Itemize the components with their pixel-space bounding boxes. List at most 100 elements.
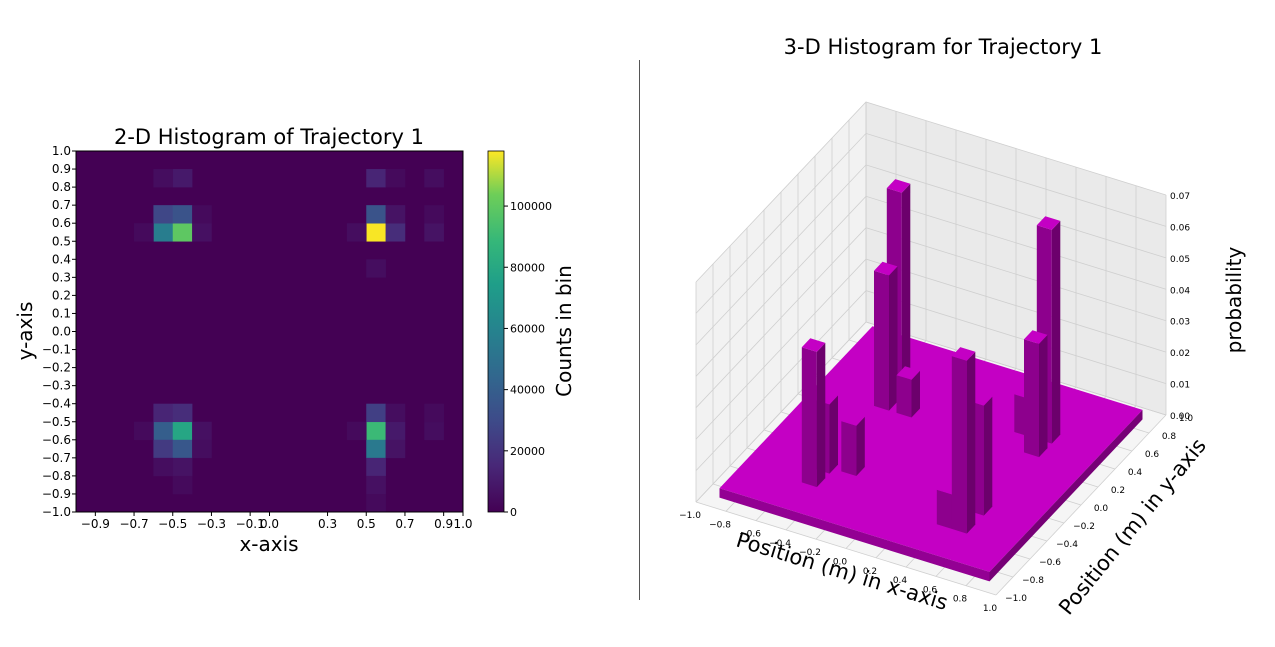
bar-face-front	[896, 375, 912, 418]
bar-face-front	[841, 421, 857, 476]
heatmap-title: 2-D Histogram of Trajectory 1	[114, 125, 424, 149]
grid-line	[695, 227, 1167, 408]
x-tick-label: −0.3	[197, 517, 226, 531]
z-tick-label: 0.07	[1170, 192, 1190, 202]
x-tick-label: −1.0	[679, 511, 701, 521]
grid-line	[695, 501, 997, 596]
bar-face-top	[886, 179, 911, 193]
bar3d-chart: 3-D Histogram for Trajectory 1 −1.0−0.8−…	[679, 35, 1246, 619]
heatmap-cell	[385, 439, 406, 459]
heatmap-cell	[192, 439, 212, 459]
heatmap-cell	[172, 457, 193, 477]
heatmap-cell	[424, 205, 444, 224]
heatmap-cell	[424, 169, 444, 188]
heatmap-cell	[366, 403, 386, 423]
bar-face-top	[841, 412, 865, 426]
heatmap-x-ticks: −0.9 −0.7 −0.5 −0.3 −0.10.0 0.3 0.5 0.7 0.9 1.0	[81, 512, 473, 531]
y-tick-label: −0.6	[42, 433, 71, 447]
bar-face-front	[951, 356, 967, 534]
y-tick-label: 0.0	[52, 325, 71, 339]
grid-line	[695, 321, 1167, 503]
heatmap-cell	[385, 421, 406, 441]
bar-face-side	[889, 266, 898, 411]
heatmap-cell	[366, 169, 386, 188]
bar3d-bars	[801, 179, 1061, 534]
heatmap-cell	[153, 457, 174, 477]
x-tick-label: 0.7	[395, 517, 414, 531]
heatmap-cell	[192, 205, 212, 224]
bar-face-side	[856, 416, 865, 476]
heatmap-cell	[346, 223, 367, 242]
bar-face-side	[911, 370, 920, 418]
colorbar-tick-label: 0	[510, 506, 517, 519]
grid-line	[695, 132, 1167, 314]
x-tick-label: −0.7	[119, 517, 148, 531]
grid-line	[695, 195, 1167, 377]
bar-face-front	[874, 270, 889, 411]
bar-face-top	[874, 261, 898, 276]
y-tick-label: 0.2	[52, 288, 71, 302]
y-tick-label: 0.6	[52, 216, 71, 230]
colorbar-ticks: 0 20000 40000 60000 80000 100000	[504, 200, 552, 519]
heatmap-cell	[153, 403, 174, 423]
heatmap-cell	[424, 223, 444, 242]
x-tick-label: 0.2	[863, 567, 877, 577]
colorbar-label: Counts in bin	[552, 265, 576, 397]
heatmap-chart: 2-D Histogram of Trajectory 1 −0.9 −0.7 −0…	[13, 125, 576, 556]
y-tick-label: 1.0	[1179, 414, 1194, 424]
y-tick-label: −0.9	[42, 487, 71, 501]
grid-line	[695, 101, 1167, 283]
y-tick-label: −0.2	[1073, 522, 1095, 532]
grid-line	[695, 258, 1167, 440]
floor-slab-front	[719, 488, 990, 582]
bar-face-side	[816, 342, 826, 488]
x-tick-label: −0.9	[81, 517, 110, 531]
y-tick-label: 0.4	[1128, 468, 1143, 478]
y-tick-label: −1.0	[1005, 594, 1027, 604]
x-tick-label: 0.9	[434, 517, 453, 531]
z-tick-label: 0.04	[1170, 286, 1190, 296]
colorbar-tick-label: 20000	[510, 445, 545, 458]
bar-face-top	[801, 338, 826, 352]
heatmap-cell	[366, 223, 386, 242]
y-tick-label: 0.0	[1094, 504, 1109, 514]
bar-face-front	[936, 489, 952, 529]
x-tick-label: 0.6	[923, 585, 938, 595]
y-tick-label: 0.2	[1111, 486, 1125, 496]
x-tick-label: 0.4	[893, 576, 908, 586]
heatmap-cell	[366, 259, 386, 278]
y-tick-label: 0.5	[52, 234, 71, 248]
heatmap-cell	[424, 421, 444, 441]
y-tick-label: 0.6	[1145, 450, 1160, 460]
heatmap-cell	[172, 169, 193, 188]
y-tick-label: 0.4	[52, 252, 71, 266]
heatmap-cells	[76, 151, 463, 513]
y-tick-label: −0.1	[42, 343, 71, 357]
heatmap-cell	[366, 493, 386, 513]
heatmap-y-ticks: 1.0 0.9 0.8 0.7 0.6 0.5 0.4 0.3 0.2 0.1 0.0 −0.1 −0.…	[42, 144, 76, 519]
x-tick-label: 0.3	[318, 517, 337, 531]
y-tick-label: −0.5	[42, 415, 71, 429]
heatmap-cell	[134, 421, 154, 441]
heatmap-cell	[153, 223, 174, 242]
x-tick-label: −0.6	[739, 530, 761, 540]
bar-face-front	[801, 347, 817, 488]
z-tick-label: 0.01	[1170, 381, 1190, 391]
colorbar-tick-label: 80000	[510, 261, 545, 274]
bar3d-bar	[1024, 330, 1048, 458]
heatmap-cell	[366, 475, 386, 495]
heatmap-cell	[366, 421, 386, 441]
heatmap-cell	[424, 403, 444, 423]
y-tick-label: −0.7	[42, 451, 71, 465]
bar-face-side	[1039, 334, 1048, 458]
y-tick-label: 0.9	[52, 162, 71, 176]
bar-face-top	[1036, 216, 1061, 230]
grid-line	[695, 290, 1167, 471]
bar3d-bar	[801, 338, 826, 488]
colorbar	[487, 150, 505, 513]
x-tick-label: −0.5	[158, 517, 187, 531]
heatmap-cell	[385, 223, 406, 242]
bar-face-top	[1024, 330, 1048, 344]
heatmap-cell	[153, 169, 174, 188]
bar3d-z-axis-label: probability	[1222, 246, 1246, 353]
